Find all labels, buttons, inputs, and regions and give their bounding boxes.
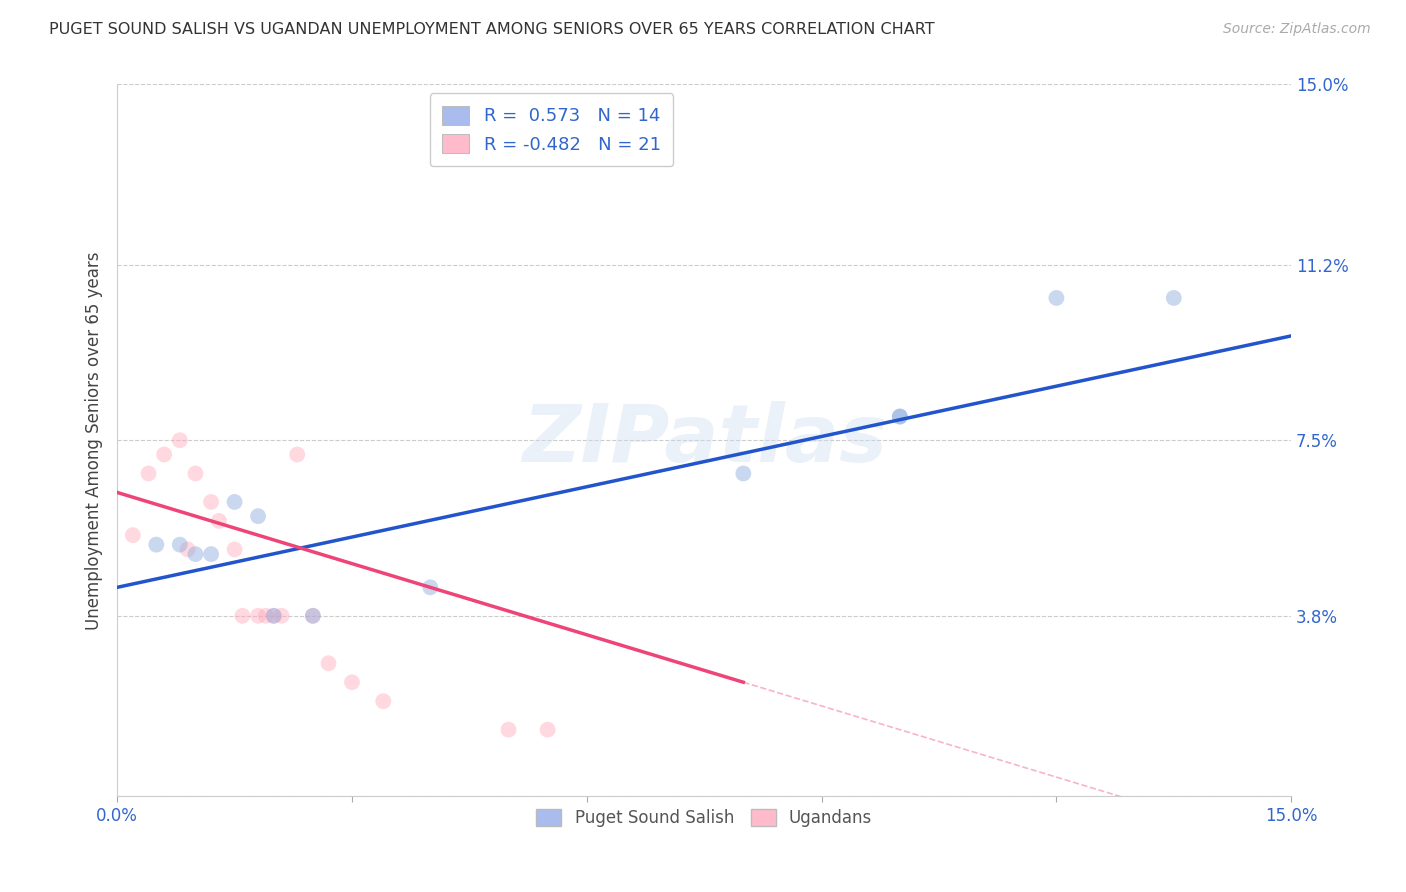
Text: ZIPatlas: ZIPatlas xyxy=(522,401,887,479)
Point xyxy=(231,608,253,623)
Point xyxy=(285,448,308,462)
Point xyxy=(121,528,143,542)
Point xyxy=(270,608,292,623)
Point xyxy=(153,448,176,462)
Point xyxy=(184,547,207,561)
Point xyxy=(302,608,325,623)
Point xyxy=(208,514,231,528)
Point xyxy=(169,538,191,552)
Text: PUGET SOUND SALISH VS UGANDAN UNEMPLOYMENT AMONG SENIORS OVER 65 YEARS CORRELATI: PUGET SOUND SALISH VS UGANDAN UNEMPLOYME… xyxy=(49,22,935,37)
Point xyxy=(889,409,911,424)
Point xyxy=(302,608,325,623)
Text: Source: ZipAtlas.com: Source: ZipAtlas.com xyxy=(1223,22,1371,37)
Point xyxy=(537,723,560,737)
Point xyxy=(224,542,246,557)
Legend: Puget Sound Salish, Ugandans: Puget Sound Salish, Ugandans xyxy=(530,803,879,834)
Point xyxy=(200,547,222,561)
Point xyxy=(340,675,363,690)
Point xyxy=(184,467,207,481)
Point xyxy=(1163,291,1185,305)
Point xyxy=(138,467,160,481)
Point xyxy=(373,694,395,708)
Point xyxy=(733,467,755,481)
Point xyxy=(145,538,167,552)
Point xyxy=(176,542,198,557)
Point xyxy=(254,608,277,623)
Point xyxy=(498,723,520,737)
Point xyxy=(263,608,285,623)
Point xyxy=(1045,291,1067,305)
Y-axis label: Unemployment Among Seniors over 65 years: Unemployment Among Seniors over 65 years xyxy=(86,251,103,630)
Point xyxy=(419,580,441,594)
Point xyxy=(263,608,285,623)
Point xyxy=(247,509,270,524)
Point xyxy=(247,608,270,623)
Point xyxy=(224,495,246,509)
Point xyxy=(169,434,191,448)
Point xyxy=(889,409,911,424)
Point xyxy=(200,495,222,509)
Point xyxy=(318,657,340,671)
